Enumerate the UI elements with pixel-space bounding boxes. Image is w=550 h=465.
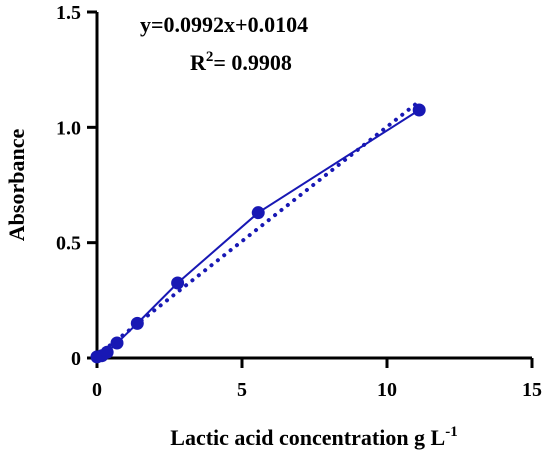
- x-tick-label: 15: [522, 379, 542, 401]
- x-axis-title-text: Lactic acid concentration g L: [170, 425, 445, 450]
- y-ticks: 0 0.5 1.0 1.5: [56, 2, 97, 370]
- r-squared-value: = 0.9908: [213, 50, 292, 75]
- trendline: [95, 99, 422, 358]
- x-tick-label: 10: [377, 379, 397, 401]
- r-squared-label: R2= 0.9908: [190, 49, 292, 75]
- data-point: [171, 276, 185, 290]
- data-point: [251, 206, 265, 220]
- x-ticks: 0 5 10 15: [92, 358, 542, 401]
- trendline-group: [95, 99, 422, 358]
- series-line: [96, 109, 420, 358]
- data-point: [110, 336, 124, 350]
- y-axis-title: Absorbance: [4, 129, 29, 242]
- y-tick-label: 0.5: [56, 233, 81, 255]
- data-series: [90, 103, 426, 364]
- x-tick-label: 5: [237, 379, 247, 401]
- y-tick-label: 1.5: [56, 2, 81, 24]
- equation-label: y=0.0992x+0.0104: [140, 12, 308, 37]
- data-point: [412, 103, 426, 117]
- r-squared-exponent: 2: [206, 49, 214, 65]
- x-axis-title: Lactic acid concentration g L-1: [170, 424, 457, 450]
- x-axis-title-exponent: -1: [445, 424, 458, 440]
- y-tick-label: 1.0: [56, 117, 81, 139]
- x-tick-label: 0: [92, 379, 102, 401]
- r-squared-prefix: R: [190, 50, 207, 75]
- y-tick-label: 0: [71, 348, 81, 370]
- axes: [95, 12, 532, 360]
- data-point: [100, 345, 114, 359]
- data-point: [130, 316, 144, 330]
